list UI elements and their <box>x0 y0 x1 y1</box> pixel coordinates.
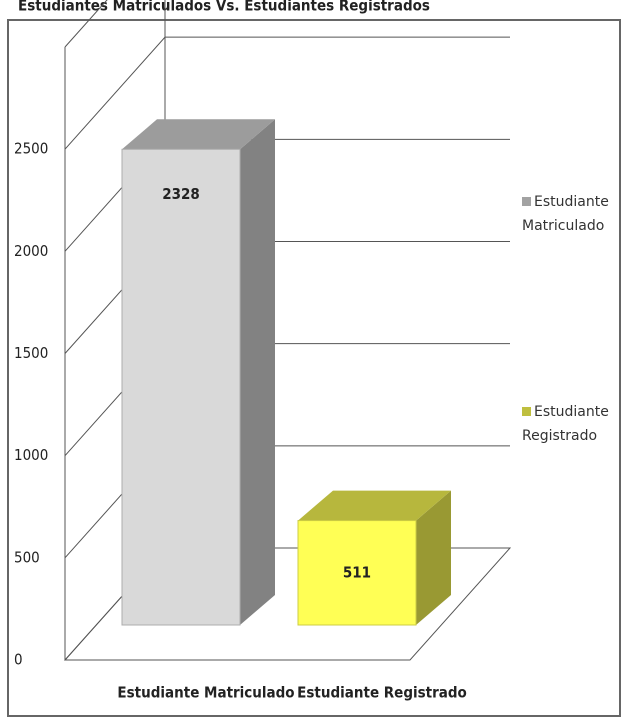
bar-side <box>416 490 451 625</box>
y-tick-label: 1500 <box>14 344 48 362</box>
grid-line <box>64 36 510 150</box>
y-tick-label: 2000 <box>14 242 48 260</box>
data-label: 2328 <box>162 185 200 203</box>
legend-label: Estudiante Matriculado <box>522 194 609 234</box>
y-tick-label: 0 <box>14 651 23 669</box>
legend-item: Estudiante Registrado <box>522 400 622 448</box>
data-label: 511 <box>343 563 371 581</box>
bar-top <box>298 490 451 521</box>
bar <box>297 520 417 626</box>
legend-label: Estudiante Registrado <box>522 404 609 444</box>
bar <box>121 148 241 626</box>
bar-side <box>240 119 275 625</box>
x-tick-label: Estudiante Registrado <box>297 684 467 702</box>
x-tick-label: Estudiante Matriculado <box>117 684 294 702</box>
legend-item: Estudiante Matriculado <box>522 190 622 238</box>
y-tick-label: 500 <box>14 548 40 566</box>
legend-swatch <box>522 197 531 206</box>
y-tick-label: 1000 <box>14 446 48 464</box>
y-tick-label: 2500 <box>14 140 48 158</box>
wall-edge <box>64 0 108 48</box>
bar-top <box>122 119 275 150</box>
chart-title: Estudiantes Matriculados Vs. Estudiantes… <box>18 0 430 15</box>
legend-swatch <box>522 407 531 416</box>
